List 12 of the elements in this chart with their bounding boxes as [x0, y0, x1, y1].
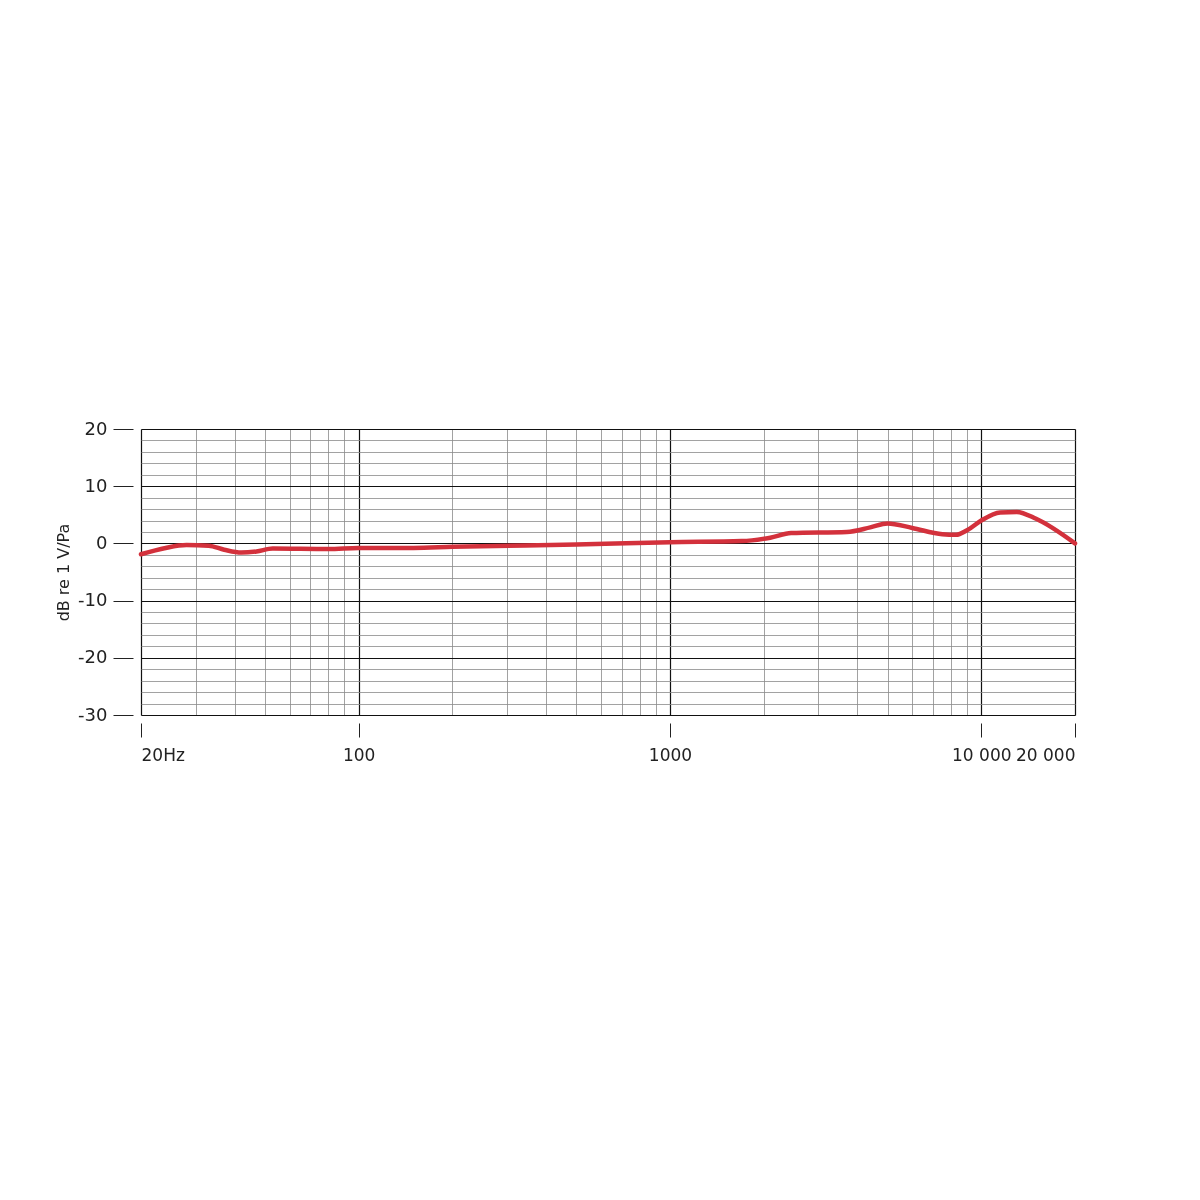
y-tick-label: 0 — [96, 531, 108, 553]
x-tick-label: 1000 — [648, 744, 693, 765]
x-tick-label: 20Hz — [141, 744, 185, 765]
y-tick-label: -30 — [78, 703, 108, 725]
x-tick-label: 10 000 — [952, 744, 1012, 765]
y-tick-label: -20 — [78, 646, 108, 668]
y-tick-label: -10 — [78, 589, 108, 611]
y-tick-label: 20 — [84, 417, 108, 439]
x-tick-label: 20 000 — [1016, 744, 1076, 765]
x-tick-label: 100 — [342, 744, 376, 765]
y-axis-title: dB re 1 V/Pa — [54, 523, 74, 622]
y-tick-label: 10 — [84, 474, 108, 496]
